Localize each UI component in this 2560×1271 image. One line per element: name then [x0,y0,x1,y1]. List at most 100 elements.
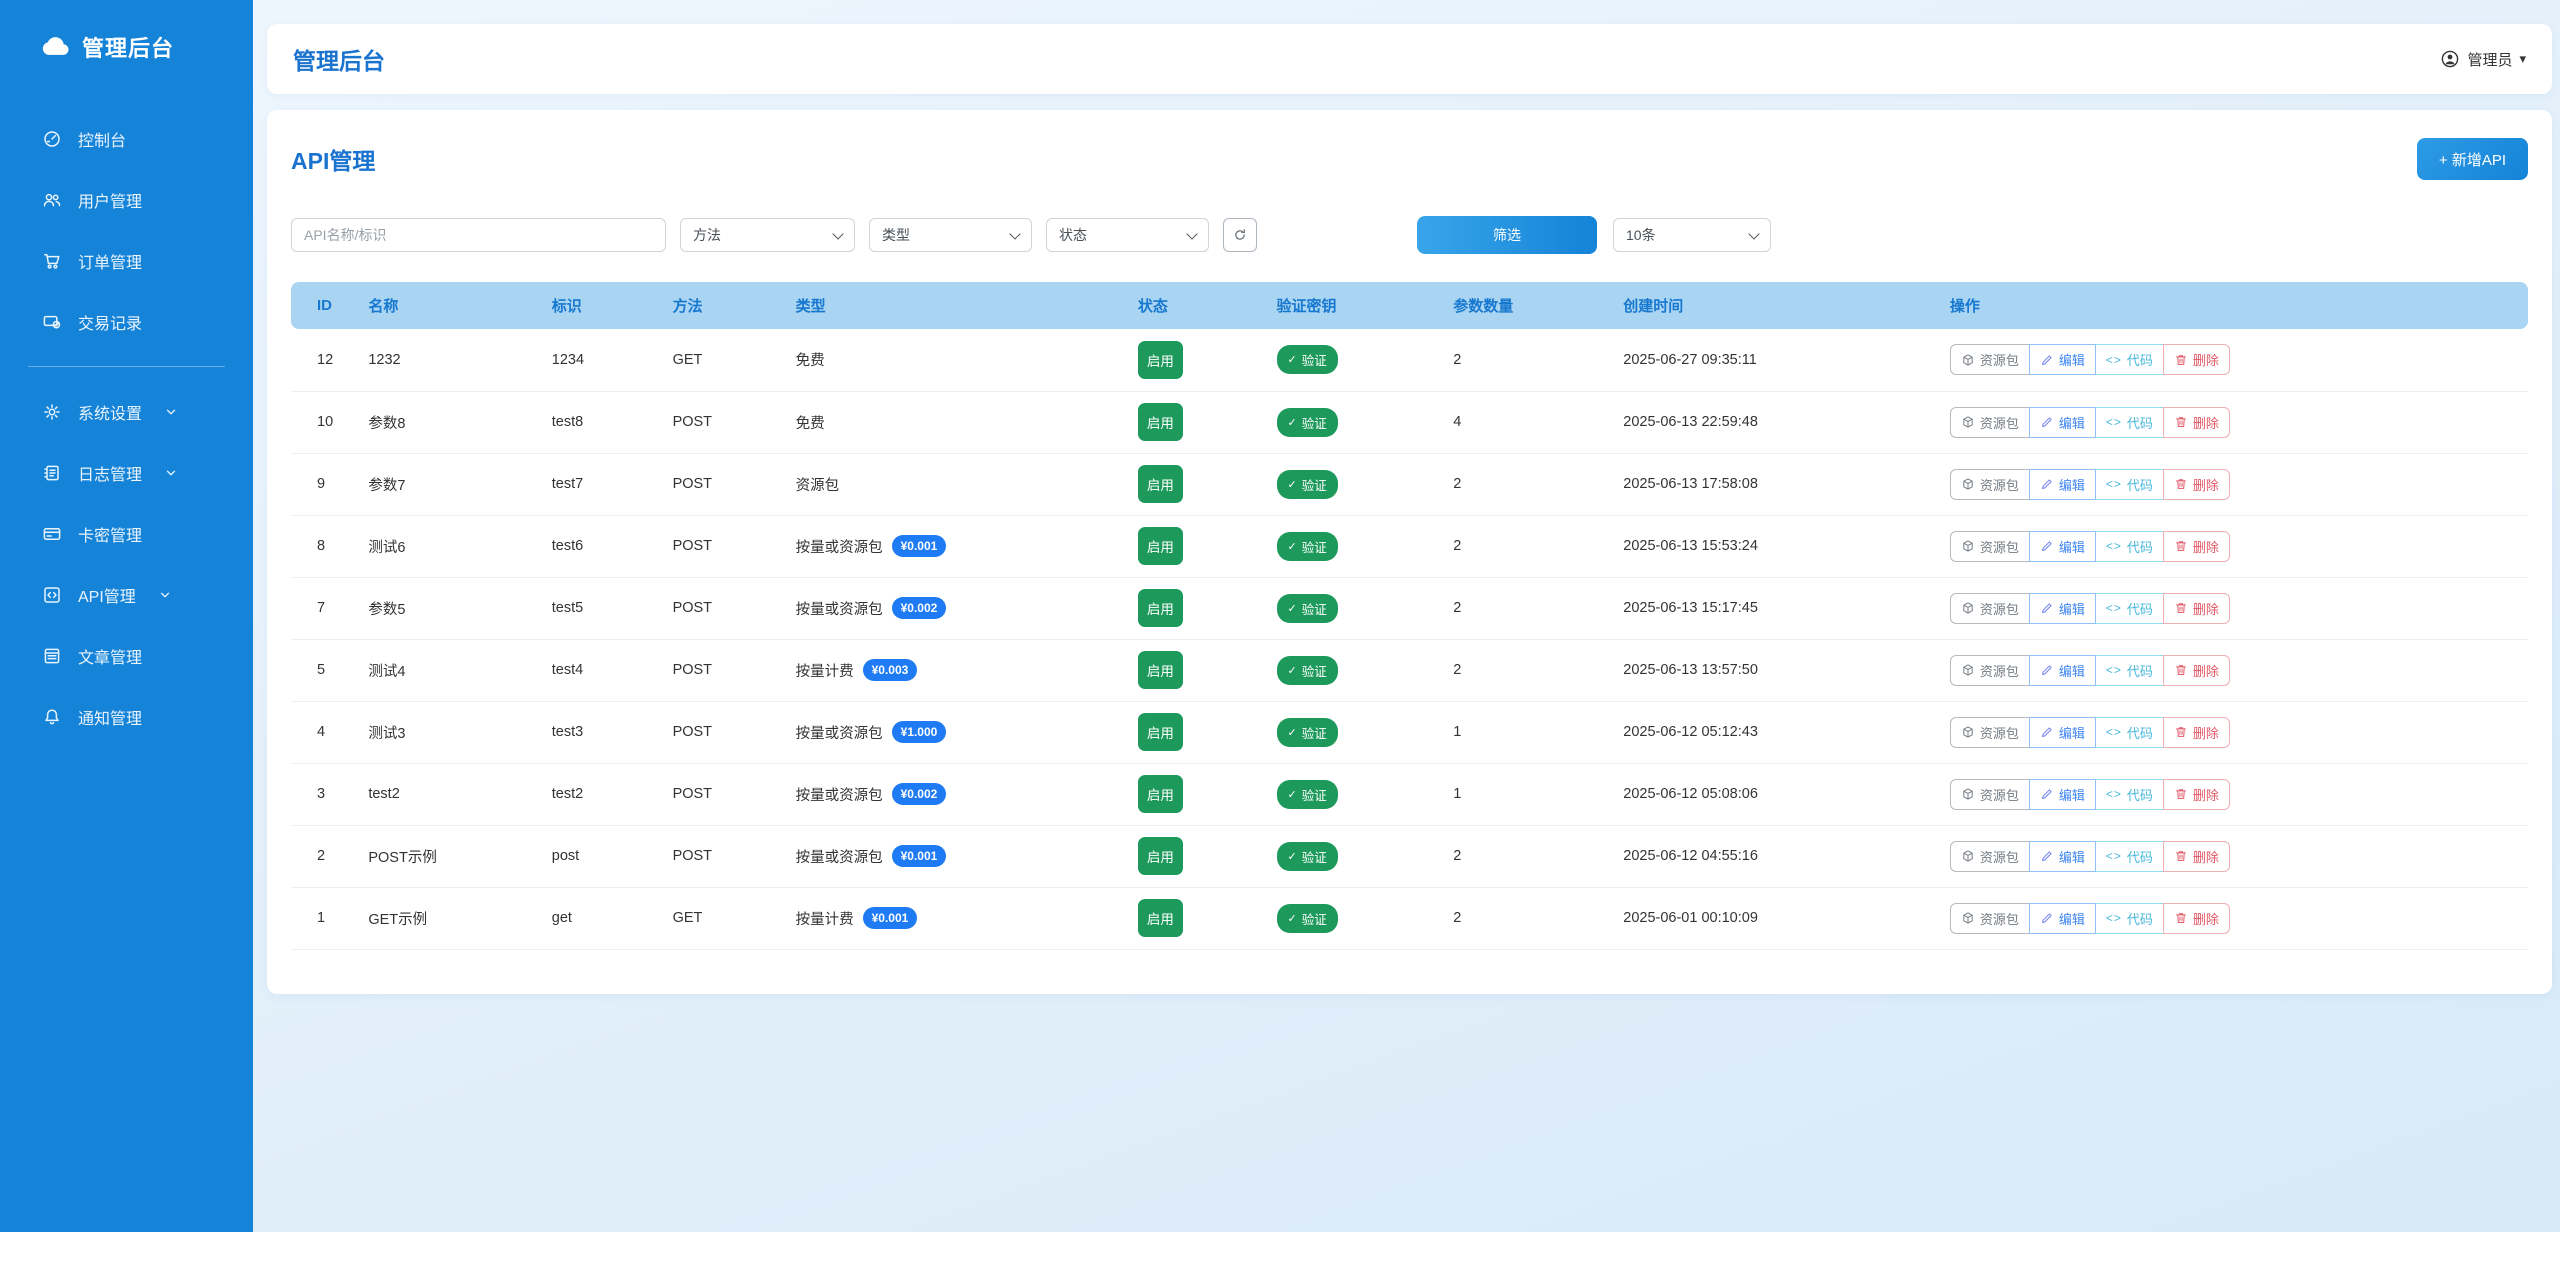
cell-id: 5 [291,639,361,702]
code-button[interactable]: <> 代码 [2094,840,2164,872]
check-icon: ✓ [1287,664,1297,677]
code-button[interactable]: <> 代码 [2094,406,2164,438]
sidebar-item-dashboard[interactable]: 控制台 [0,108,253,169]
code-button[interactable]: <> 代码 [2094,468,2164,500]
sidebar-item-settings[interactable]: 系统设置 [0,381,253,442]
edit-button[interactable]: 编辑 [2028,406,2096,438]
edit-button[interactable]: 编辑 [2028,344,2096,376]
cell-params: 2 [1445,329,1616,392]
price-badge: ¥0.001 [862,907,918,929]
edit-button[interactable]: 编辑 [2028,716,2096,748]
refresh-button[interactable] [1223,218,1257,252]
delete-button[interactable]: 删除 [2162,344,2230,376]
delete-button[interactable]: 删除 [2162,530,2230,562]
code-button[interactable]: <> 代码 [2094,592,2164,624]
type-label: 按量或资源包 [795,539,883,556]
edit-button[interactable]: 编辑 [2028,592,2096,624]
type-label: 免费 [795,353,825,370]
code-label: 代码 [2126,787,2153,803]
package-button[interactable]: 资源包 [1949,344,2030,376]
sidebar-item-api[interactable]: API管理 [0,564,253,625]
sidebar-item-label: 订单管理 [78,254,143,272]
filter-button[interactable]: 筛选 [1417,216,1597,254]
package-button[interactable]: 资源包 [1949,592,2030,624]
delete-button[interactable]: 删除 [2162,716,2230,748]
code-brackets-icon: <> [2105,352,2122,367]
sidebar-item-label: 用户管理 [78,193,143,211]
chevron-down-icon [164,405,178,419]
code-brackets-icon: <> [2105,911,2122,925]
delete-button[interactable]: 删除 [2162,406,2230,438]
action-group: 资源包 编辑 <> 代码 删除 [1949,530,2230,562]
code-button[interactable]: <> 代码 [2094,530,2164,562]
package-button[interactable]: 资源包 [1949,716,2030,748]
delete-button[interactable]: 删除 [2162,778,2230,810]
sidebar-item-cards[interactable]: 卡密管理 [0,503,253,564]
code-brackets-icon: <> [2105,849,2122,863]
sidebar-item-articles[interactable]: 文章管理 [0,625,253,686]
pencil-icon [2040,477,2054,491]
package-button[interactable]: 资源包 [1949,468,2030,500]
search-input[interactable] [291,218,666,252]
cell-slug: 1234 [543,329,665,392]
edit-button[interactable]: 编辑 [2028,654,2096,686]
col-header-params: 参数数量 [1445,282,1616,329]
sidebar-item-label: API管理 [78,588,136,606]
action-group: 资源包 编辑 <> 代码 删除 [1949,654,2230,686]
edit-label: 编辑 [2058,415,2085,431]
code-button[interactable]: <> 代码 [2094,902,2164,934]
status-select[interactable]: 状态 [1046,218,1209,252]
delete-label: 删除 [2192,539,2219,555]
code-button[interactable]: <> 代码 [2094,654,2164,686]
status-badge: 启用 [1137,775,1183,813]
package-button[interactable]: 资源包 [1949,530,2030,562]
delete-button[interactable]: 删除 [2162,840,2230,872]
table-row: 9 参数7 test7 POST 资源包 启用 ✓ 验证 2 2025-06-13… [291,453,2528,516]
sidebar-item-users[interactable]: 用户管理 [0,169,253,230]
type-select[interactable]: 类型 [869,218,1032,252]
cell-verify: ✓ 验证 [1268,515,1446,578]
sidebar-item-orders[interactable]: 订单管理 [0,230,253,291]
filter-bar: 方法 类型 状态 筛选 10条 [291,216,2528,254]
delete-button[interactable]: 删除 [2162,468,2230,500]
package-icon [1961,353,1975,367]
user-avatar-icon [2440,49,2460,69]
edit-button[interactable]: 编辑 [2028,902,2096,934]
edit-button[interactable]: 编辑 [2028,530,2096,562]
page-size-select[interactable]: 10条 [1613,218,1771,252]
package-button[interactable]: 资源包 [1949,902,2030,934]
edit-label: 编辑 [2058,725,2085,741]
delete-button[interactable]: 删除 [2162,592,2230,624]
sidebar-item-logs[interactable]: 日志管理 [0,442,253,503]
pencil-icon [2040,787,2054,801]
edit-button[interactable]: 编辑 [2028,840,2096,872]
add-api-button[interactable]: + 新增API [2416,138,2528,180]
edit-button[interactable]: 编辑 [2028,468,2096,500]
page-title: API管理 [291,148,376,174]
delete-button[interactable]: 删除 [2162,902,2230,934]
sidebar-item-transactions[interactable]: 交易记录 [0,291,253,352]
code-button[interactable]: <> 代码 [2094,716,2164,748]
cell-params: 4 [1445,391,1616,454]
content-card: API管理 + 新增API 方法 类型 状态 筛选 10 [267,110,2552,994]
code-button[interactable]: <> 代码 [2094,344,2164,376]
sidebar-item-label: 卡密管理 [78,527,143,545]
cell-name: 参数5 [360,577,544,640]
code-button[interactable]: <> 代码 [2094,778,2164,810]
edit-button[interactable]: 编辑 [2028,778,2096,810]
cell-verify: ✓ 验证 [1268,701,1446,764]
cell-created: 2025-06-27 09:35:11 [1615,329,1942,392]
check-icon: ✓ [1287,478,1297,491]
sidebar-item-notices[interactable]: 通知管理 [0,686,253,747]
cell-id: 8 [291,515,361,578]
user-menu[interactable]: 管理员 ▾ [2440,49,2526,70]
cell-id: 7 [291,577,361,640]
package-button[interactable]: 资源包 [1949,778,2030,810]
package-button[interactable]: 资源包 [1949,406,2030,438]
package-button[interactable]: 资源包 [1949,654,2030,686]
delete-button[interactable]: 删除 [2162,654,2230,686]
package-button[interactable]: 资源包 [1949,840,2030,872]
table-row: 3 test2 test2 POST 按量或资源包 ¥0.002 启用 ✓ 验证 … [291,763,2528,826]
method-select[interactable]: 方法 [680,218,855,252]
gauge-icon [42,129,62,149]
